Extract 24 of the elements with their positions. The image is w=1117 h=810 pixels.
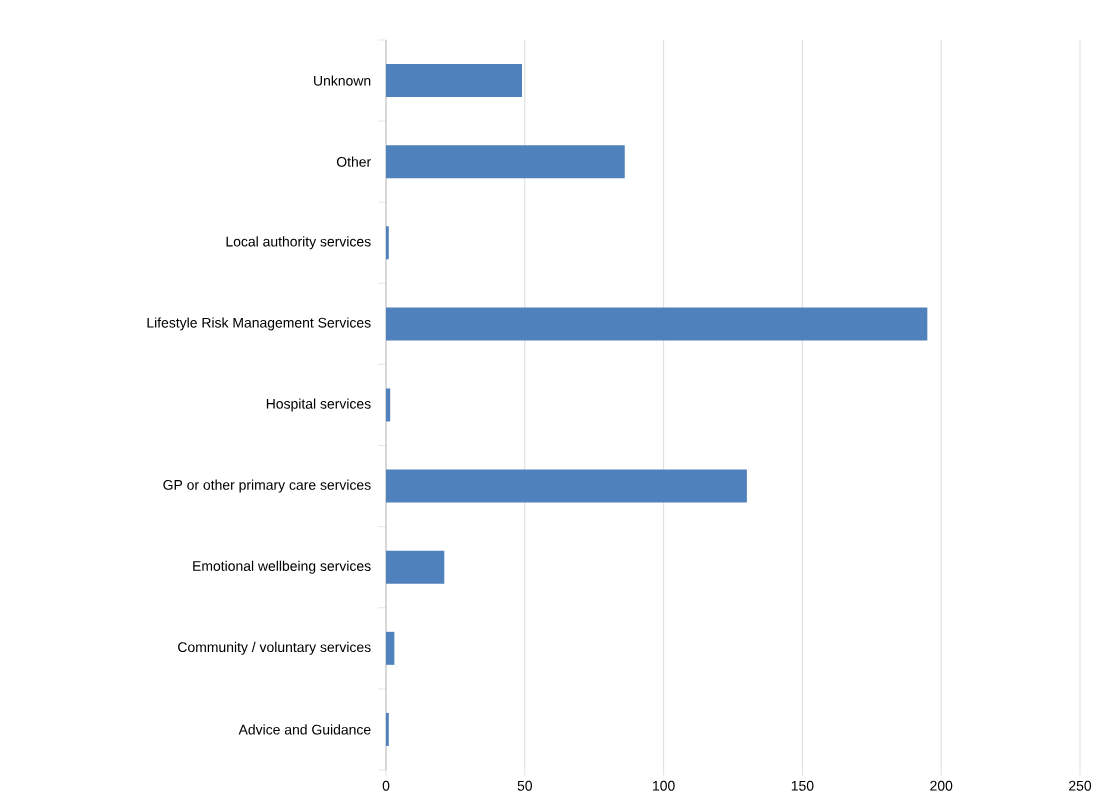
bar bbox=[386, 64, 523, 98]
x-tick-label: 150 bbox=[791, 780, 814, 791]
x-tick-label: 100 bbox=[653, 780, 675, 791]
bar bbox=[386, 631, 395, 665]
bar bbox=[386, 145, 625, 179]
y-tick-label: Other bbox=[336, 156, 371, 167]
bar bbox=[386, 226, 389, 260]
y-tick-label: Emotional wellbeing services bbox=[193, 560, 371, 574]
bar bbox=[386, 388, 391, 422]
bar bbox=[386, 307, 928, 341]
y-tick-label: Lifestyle Risk Management Services bbox=[147, 317, 371, 331]
y-tick-label: GP or other primary care services bbox=[163, 479, 371, 493]
x-tick-label: 0 bbox=[382, 780, 390, 791]
bar bbox=[386, 550, 445, 584]
y-tick-label: Community / voluntary services bbox=[178, 641, 371, 655]
y-tick-label: Unknown bbox=[314, 75, 371, 86]
y-tick-label: Advice and Guidance bbox=[238, 724, 371, 735]
x-tick-label: 200 bbox=[930, 780, 953, 791]
x-tick-label: 250 bbox=[1069, 780, 1092, 791]
y-tick-label: Local authority services bbox=[226, 236, 371, 250]
bar bbox=[386, 469, 747, 503]
bar bbox=[386, 712, 389, 746]
x-tick-label: 50 bbox=[517, 780, 533, 791]
y-tick-label: Hospital services bbox=[266, 398, 371, 412]
